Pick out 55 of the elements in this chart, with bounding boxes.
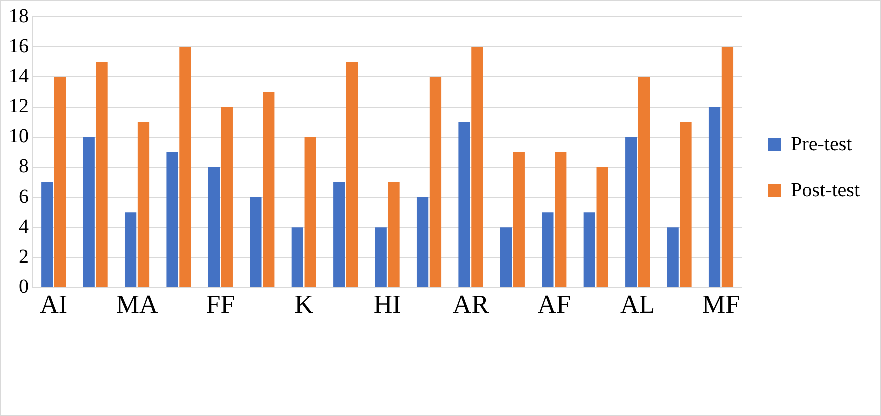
bar (166, 152, 178, 288)
bar (680, 122, 692, 288)
x-tick-label: MA (116, 290, 158, 320)
y-tick-label: 12 (9, 96, 29, 118)
bar (667, 228, 679, 288)
x-tick-label: AF (538, 290, 572, 320)
x-tick-label: HI (374, 290, 402, 320)
bar (375, 228, 387, 288)
bar (263, 92, 275, 288)
bar (458, 122, 470, 288)
x-tick-label: AI (40, 290, 68, 320)
bar (430, 77, 442, 288)
bar (416, 198, 429, 288)
bar (542, 212, 554, 288)
bar (626, 137, 638, 288)
bar (180, 47, 192, 288)
y-tick-label: 14 (9, 65, 29, 88)
bar (555, 152, 567, 288)
x-tick-label: FF (206, 290, 236, 320)
bar (722, 47, 734, 288)
bar (221, 107, 233, 288)
x-tick-label: MF (702, 290, 740, 320)
y-tick-label: 2 (19, 246, 29, 268)
bar (138, 122, 150, 288)
y-tick-label: 10 (9, 126, 29, 148)
bar (472, 47, 484, 288)
legend-label: Post-test (791, 179, 860, 202)
bar (42, 182, 54, 288)
bar (638, 77, 650, 288)
bar (708, 107, 721, 288)
bar (346, 62, 358, 288)
bar (596, 167, 608, 288)
bar (83, 137, 95, 288)
bar (304, 137, 316, 288)
bar (292, 228, 304, 288)
y-tick-label: 6 (19, 186, 29, 208)
legend-label: Pre-test (791, 133, 853, 156)
y-tick-label: 0 (19, 276, 29, 298)
bar (500, 228, 512, 288)
bar (208, 167, 220, 288)
bar (54, 77, 66, 288)
bar (388, 182, 400, 288)
y-tick-label: 8 (19, 156, 29, 178)
bar (584, 212, 596, 288)
bar (250, 198, 262, 288)
bar (513, 152, 525, 288)
x-tick-label: K (294, 290, 314, 320)
bar (124, 212, 137, 288)
y-tick-label: 16 (9, 35, 29, 58)
x-tick-label: AR (452, 290, 490, 320)
bar (334, 182, 346, 288)
y-tick-label: 18 (9, 5, 29, 28)
bar (96, 62, 108, 288)
x-tick-label: AL (620, 290, 656, 320)
y-tick-label: 4 (19, 216, 29, 238)
